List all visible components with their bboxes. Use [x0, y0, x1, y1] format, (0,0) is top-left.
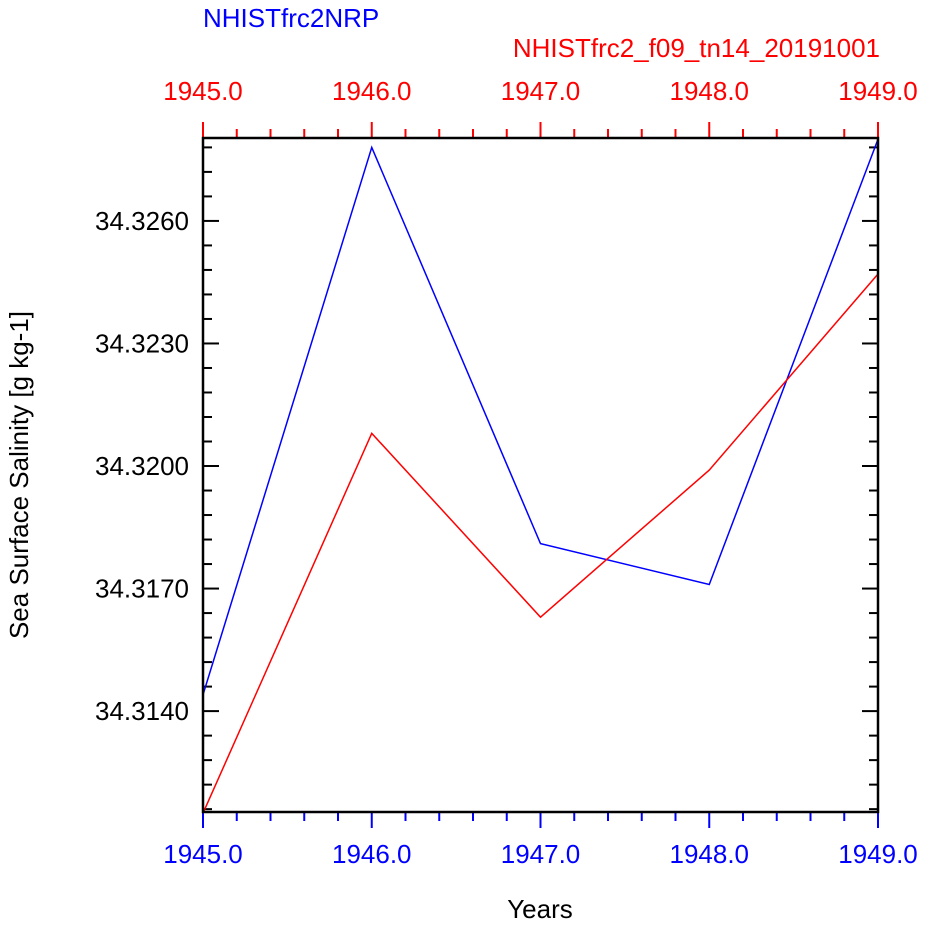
series-2-title: NHISTfrc2_f09_tn14_20191001	[513, 33, 880, 63]
x-tick-label-bottom: 1948.0	[669, 839, 749, 869]
series-line-1	[202, 138, 879, 695]
plot-frame	[201, 136, 880, 814]
y-tick-label: 34.3200	[95, 451, 189, 481]
y-tick-label: 34.3260	[95, 206, 189, 236]
y-tick-label: 34.3230	[95, 328, 189, 358]
y-tick-label: 34.3170	[95, 574, 189, 604]
x-tick-label-bottom: 1945.0	[163, 839, 243, 869]
series-line-2	[202, 273, 879, 814]
x-axis-label: Years	[507, 894, 573, 924]
x-tick-label-bottom: 1947.0	[501, 839, 581, 869]
x-tick-label-bottom: 1949.0	[838, 839, 918, 869]
y-axis-label: Sea Surface Salinity [g kg-1]	[4, 311, 34, 639]
x-tick-label-top: 1946.0	[332, 76, 412, 106]
x-tick-label-top: 1948.0	[669, 76, 749, 106]
x-tick-label-top: 1947.0	[501, 76, 581, 106]
y-tick-label: 34.3140	[95, 696, 189, 726]
x-tick-label-top: 1949.0	[838, 76, 918, 106]
series-1-title: NHISTfrc2NRP	[203, 3, 379, 33]
x-tick-label-bottom: 1946.0	[332, 839, 412, 869]
x-tick-label-top: 1945.0	[163, 76, 243, 106]
